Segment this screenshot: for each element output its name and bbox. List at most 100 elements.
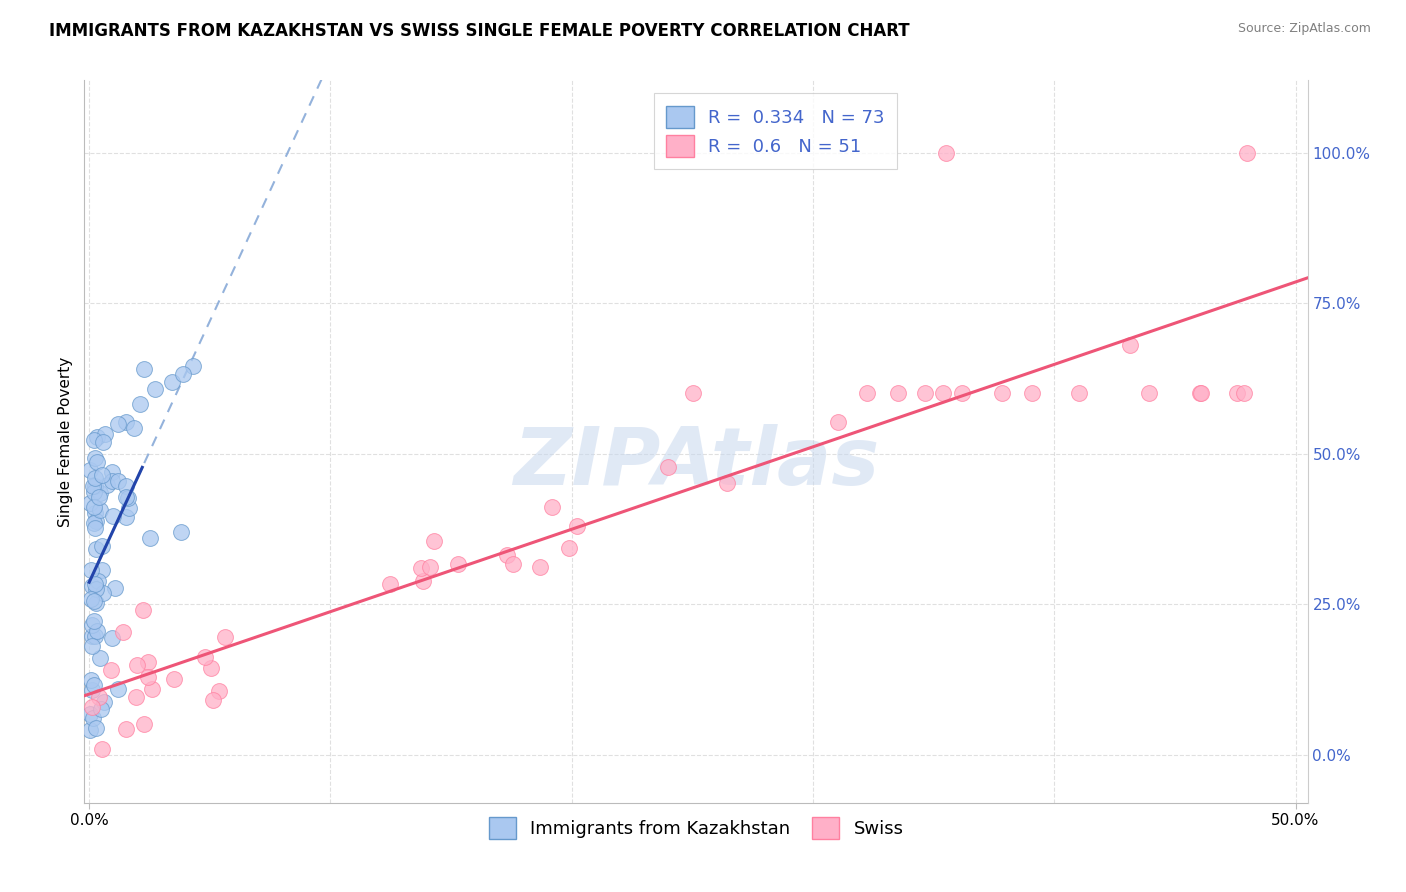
Point — [122, 421, 145, 435]
Point — [132, 603, 155, 617]
Point — [565, 519, 588, 533]
Point — [145, 382, 167, 396]
Point — [112, 624, 135, 639]
Point — [1137, 386, 1160, 401]
Point — [496, 549, 519, 563]
Point — [134, 361, 156, 376]
Point — [194, 650, 217, 665]
Point — [80, 592, 103, 607]
Point — [83, 471, 105, 485]
Point — [124, 690, 146, 705]
Point — [82, 629, 104, 643]
Point — [200, 661, 222, 675]
Point — [541, 500, 564, 515]
Point — [84, 451, 107, 466]
Point — [886, 386, 908, 401]
Point — [409, 561, 432, 575]
Point — [83, 500, 105, 514]
Point — [856, 386, 879, 401]
Point — [117, 491, 139, 506]
Point — [118, 501, 141, 516]
Point — [107, 474, 129, 488]
Point — [201, 692, 224, 706]
Point — [136, 670, 159, 684]
Point — [91, 741, 114, 756]
Point — [86, 722, 108, 736]
Point — [419, 560, 441, 574]
Point — [79, 723, 101, 738]
Point — [682, 386, 704, 401]
Point — [657, 460, 679, 475]
Point — [991, 386, 1014, 401]
Point — [101, 509, 124, 524]
Point — [79, 673, 101, 687]
Point — [114, 479, 136, 493]
Point — [104, 582, 127, 596]
Point — [162, 376, 184, 390]
Point — [79, 463, 101, 477]
Point — [950, 386, 973, 401]
Point — [127, 657, 149, 672]
Point — [502, 558, 524, 572]
Point — [1067, 386, 1090, 401]
Point — [84, 582, 107, 596]
Point — [94, 427, 117, 442]
Point — [80, 700, 103, 714]
Point — [83, 484, 105, 499]
Y-axis label: Single Female Poverty: Single Female Poverty — [58, 357, 73, 526]
Point — [90, 702, 112, 716]
Point — [96, 477, 118, 491]
Point — [529, 560, 551, 574]
Point — [84, 577, 107, 591]
Point — [83, 434, 105, 448]
Point — [163, 672, 186, 686]
Point — [827, 415, 849, 429]
Legend: Immigrants from Kazakhstan, Swiss: Immigrants from Kazakhstan, Swiss — [481, 809, 911, 846]
Point — [89, 651, 111, 665]
Point — [82, 639, 104, 653]
Point — [80, 618, 103, 632]
Point — [129, 397, 152, 411]
Point — [89, 485, 111, 500]
Point — [1233, 386, 1256, 401]
Point — [93, 695, 115, 709]
Text: ZIPAtlas: ZIPAtlas — [513, 425, 879, 502]
Point — [1021, 386, 1043, 401]
Point — [101, 465, 124, 479]
Point — [83, 594, 105, 608]
Point — [935, 145, 957, 160]
Point — [83, 678, 105, 692]
Point — [423, 534, 446, 549]
Point — [172, 367, 194, 381]
Point — [115, 491, 138, 505]
Point — [138, 655, 160, 669]
Point — [86, 455, 108, 469]
Point — [86, 430, 108, 444]
Point — [1236, 145, 1258, 160]
Point — [932, 386, 955, 401]
Point — [378, 576, 401, 591]
Point — [87, 690, 110, 704]
Point — [101, 632, 124, 646]
Point — [80, 563, 103, 577]
Point — [79, 496, 101, 510]
Point — [558, 541, 581, 556]
Point — [89, 503, 111, 517]
Point — [107, 417, 129, 431]
Point — [82, 578, 104, 592]
Point — [90, 562, 112, 576]
Point — [80, 683, 103, 698]
Point — [91, 467, 114, 482]
Point — [91, 540, 114, 554]
Point — [107, 681, 129, 696]
Point — [84, 479, 107, 493]
Point — [208, 684, 231, 698]
Point — [1189, 386, 1212, 401]
Point — [82, 711, 104, 725]
Point — [141, 681, 163, 696]
Point — [181, 359, 204, 373]
Point — [83, 506, 105, 520]
Point — [914, 386, 936, 401]
Text: Source: ZipAtlas.com: Source: ZipAtlas.com — [1237, 22, 1371, 36]
Point — [214, 630, 236, 644]
